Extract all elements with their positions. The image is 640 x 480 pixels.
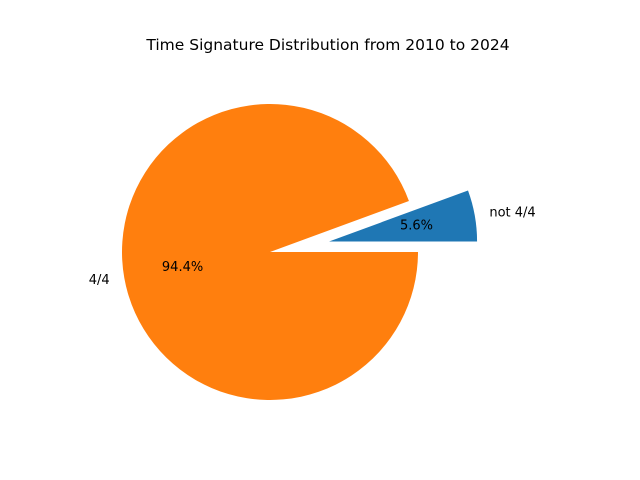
slice-percent-label: 94.4%: [162, 260, 203, 275]
slice-percent-label: 5.6%: [400, 218, 433, 233]
slice-label: not 4/4: [489, 206, 535, 221]
pie-labels: not 4/4 5.6% 4/4 94.4%: [89, 206, 536, 288]
pie-slice-not-4-4: [329, 190, 478, 242]
pie-slices: [121, 104, 478, 401]
slice-label: 4/4: [89, 273, 110, 288]
chart-title: Time Signature Distribution from 2010 to…: [145, 36, 509, 54]
pie-slice-4-4: [121, 104, 419, 401]
